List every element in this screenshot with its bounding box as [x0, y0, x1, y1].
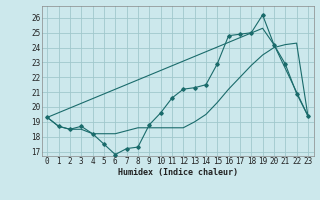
X-axis label: Humidex (Indice chaleur): Humidex (Indice chaleur) [118, 168, 237, 177]
